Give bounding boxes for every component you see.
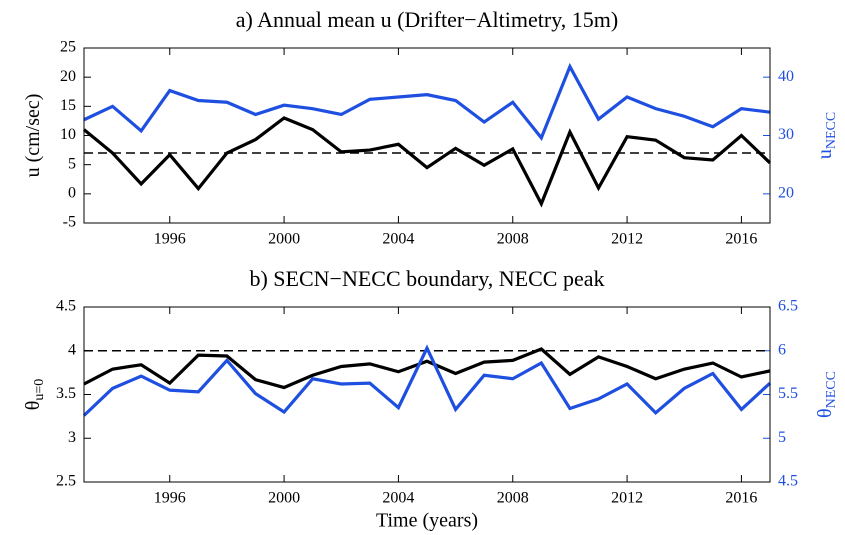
y-tick-label: 5 [68,155,76,172]
x-tick-label: 2008 [497,231,529,248]
plot-frame [83,47,771,224]
y-tick-label: 15 [60,97,76,114]
y-tick-label: 4 [68,341,76,358]
x-tick-label: 1996 [154,490,186,507]
y-tick-label: -5 [63,214,76,231]
x-axis-label: Time (years) [376,510,478,532]
data-line [83,347,771,390]
axis-label: u (cm/sec) [22,94,44,178]
data-line [82,116,772,208]
axis-label: θNECC [814,371,840,418]
axis-label: θu=0 [22,379,48,411]
axis-label-main: θ [814,408,836,418]
y2-tick-label: 20 [778,185,794,202]
y-tick-label: 4.5 [56,298,76,315]
x-tick-label: 2016 [725,231,757,248]
x-tick-label: 2012 [611,490,643,507]
axis-label-sub: u=0 [32,379,47,401]
y-tick-label: 10 [60,126,76,143]
y2-tick-label: 4.5 [778,473,798,490]
axis-label-sub: NECC [824,112,839,149]
x-tick-label: 2004 [382,490,414,507]
x-tick-label: 2000 [268,231,300,248]
y-tick-label: 2.5 [56,473,76,490]
x-tick-label: 2000 [268,490,300,507]
x-tick-label: 2016 [725,490,757,507]
x-tick-label: 2008 [497,490,529,507]
y2-tick-label: 6.5 [778,298,798,315]
y-tick-label: 0 [68,185,76,202]
chart-title: a) Annual mean u (Drifter−Altimetry, 15m… [236,7,618,32]
axis-label-main: θ [22,401,44,411]
x-tick-label: 2012 [611,231,643,248]
x-tick-label: 2004 [382,231,414,248]
x-tick-label: 1996 [154,231,186,248]
axis-label-sub: NECC [824,371,839,408]
data-line [82,344,772,417]
y-tick-label: 3 [68,429,76,446]
plot-frame [83,306,771,483]
y2-tick-label: 30 [778,126,794,143]
axis-label-main: u (cm/sec) [22,94,44,178]
chart-title: b) SECN−NECC boundary, NECC peak [249,266,604,291]
y-tick-label: 20 [60,68,76,85]
y2-tick-label: 5.5 [778,385,798,402]
y2-tick-label: 6 [778,341,786,358]
y2-tick-label: 5 [778,429,786,446]
y-tick-label: 3.5 [56,385,76,402]
axis-label: uNECC [814,112,840,159]
data-line [83,62,771,141]
axis-label-main: u [814,149,836,159]
y-tick-label: 25 [60,39,76,56]
y2-tick-label: 40 [778,68,794,85]
